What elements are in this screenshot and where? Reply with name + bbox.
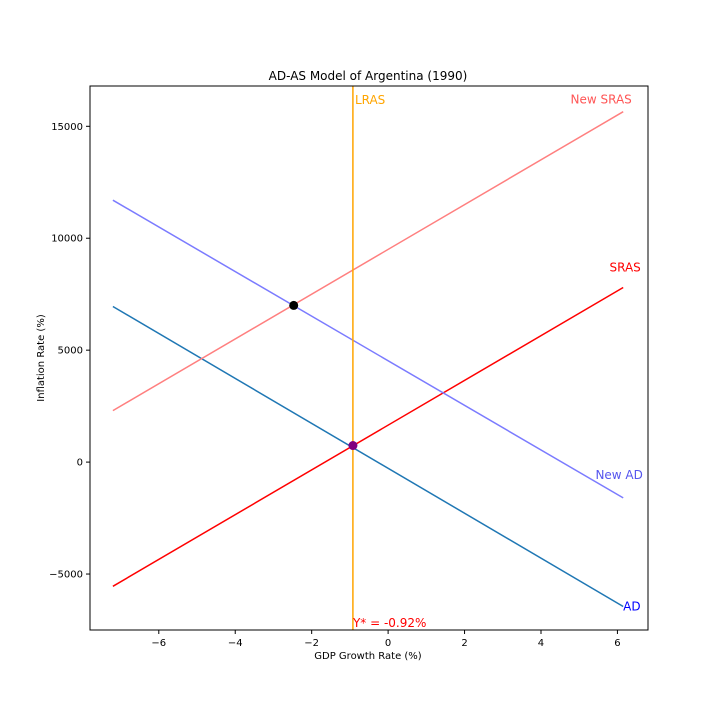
plot-frame bbox=[89, 85, 649, 631]
x-tick-label: 2 bbox=[461, 638, 467, 649]
series-line-new-sras bbox=[112, 111, 624, 412]
y-tick-label: −5000 bbox=[49, 570, 83, 581]
equilibrium-points bbox=[289, 300, 358, 451]
y-tick-label: 5000 bbox=[58, 346, 83, 357]
series-label-ad: AD bbox=[623, 599, 640, 613]
series-line-ad bbox=[112, 305, 624, 608]
series-lines bbox=[112, 86, 624, 630]
y-axis-label: Inflation Rate (%) bbox=[36, 314, 47, 402]
series-labels: AD SRAS New AD New SRAS LRAS Y* = -0.92% bbox=[352, 93, 643, 630]
point-initial-equilibrium bbox=[348, 441, 358, 451]
series-label-new-sras: New SRAS bbox=[571, 93, 632, 107]
y-tick-label: 0 bbox=[77, 458, 83, 469]
series-label-sras: SRAS bbox=[610, 260, 641, 274]
series-label-new-ad: New AD bbox=[595, 468, 642, 482]
x-tick-label: 0 bbox=[385, 638, 391, 649]
point-new-equilibrium bbox=[289, 300, 299, 310]
annotation-equilibrium-output: Y* = -0.92% bbox=[352, 616, 426, 630]
series-label-lras: LRAS bbox=[355, 93, 385, 107]
y-tick-label: 15000 bbox=[51, 122, 83, 133]
y-tick-label: 10000 bbox=[51, 234, 83, 245]
x-axis-label: GDP Growth Rate (%) bbox=[314, 651, 422, 662]
x-tick-label: −6 bbox=[151, 638, 166, 649]
series-line-sras bbox=[112, 286, 624, 587]
axes: −6 −4 −2 0 2 4 6 −5000 0 5000 10000 15000 bbox=[49, 85, 649, 649]
x-tick-label: −2 bbox=[304, 638, 319, 649]
x-tick-label: 6 bbox=[614, 638, 620, 649]
series-line-new-ad bbox=[112, 199, 624, 499]
chart-title: AD-AS Model of Argentina (1990) bbox=[269, 69, 468, 83]
x-tick-label: −4 bbox=[228, 638, 243, 649]
x-tick-label: 4 bbox=[538, 638, 544, 649]
